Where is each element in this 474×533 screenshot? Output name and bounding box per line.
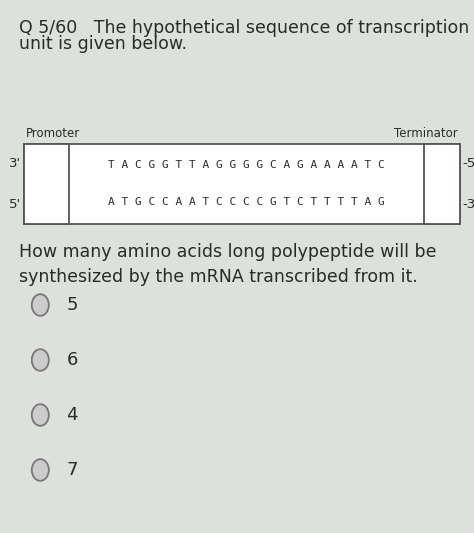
Text: unit is given below.: unit is given below. (19, 35, 187, 53)
Text: 3': 3' (9, 157, 21, 169)
Text: T A C G G T T A G G G G C A G A A A A T C: T A C G G T T A G G G G C A G A A A A T … (108, 160, 385, 171)
Text: synthesized by the mRNA transcribed from it.: synthesized by the mRNA transcribed from… (19, 268, 418, 286)
Text: 5': 5' (9, 198, 21, 211)
Text: -5': -5' (462, 157, 474, 169)
Ellipse shape (32, 294, 49, 316)
Text: Q 5/60   The hypothetical sequence of transcription: Q 5/60 The hypothetical sequence of tran… (19, 19, 469, 37)
Text: Terminator: Terminator (394, 127, 458, 140)
Ellipse shape (32, 459, 49, 481)
Ellipse shape (32, 349, 49, 371)
Text: 7: 7 (66, 461, 78, 479)
Text: How many amino acids long polypeptide will be: How many amino acids long polypeptide wi… (19, 243, 437, 261)
Text: 5: 5 (66, 296, 78, 314)
Text: -3': -3' (462, 198, 474, 211)
Ellipse shape (32, 404, 49, 426)
Text: 4: 4 (66, 406, 78, 424)
Text: A T G C C A A T C C C C G T C T T T T A G: A T G C C A A T C C C C G T C T T T T A … (108, 197, 385, 207)
Bar (24, 144, 69, 224)
Bar (24, 144, 460, 224)
Bar (424, 144, 460, 224)
Text: Promoter: Promoter (26, 127, 80, 140)
Text: 6: 6 (66, 351, 78, 369)
